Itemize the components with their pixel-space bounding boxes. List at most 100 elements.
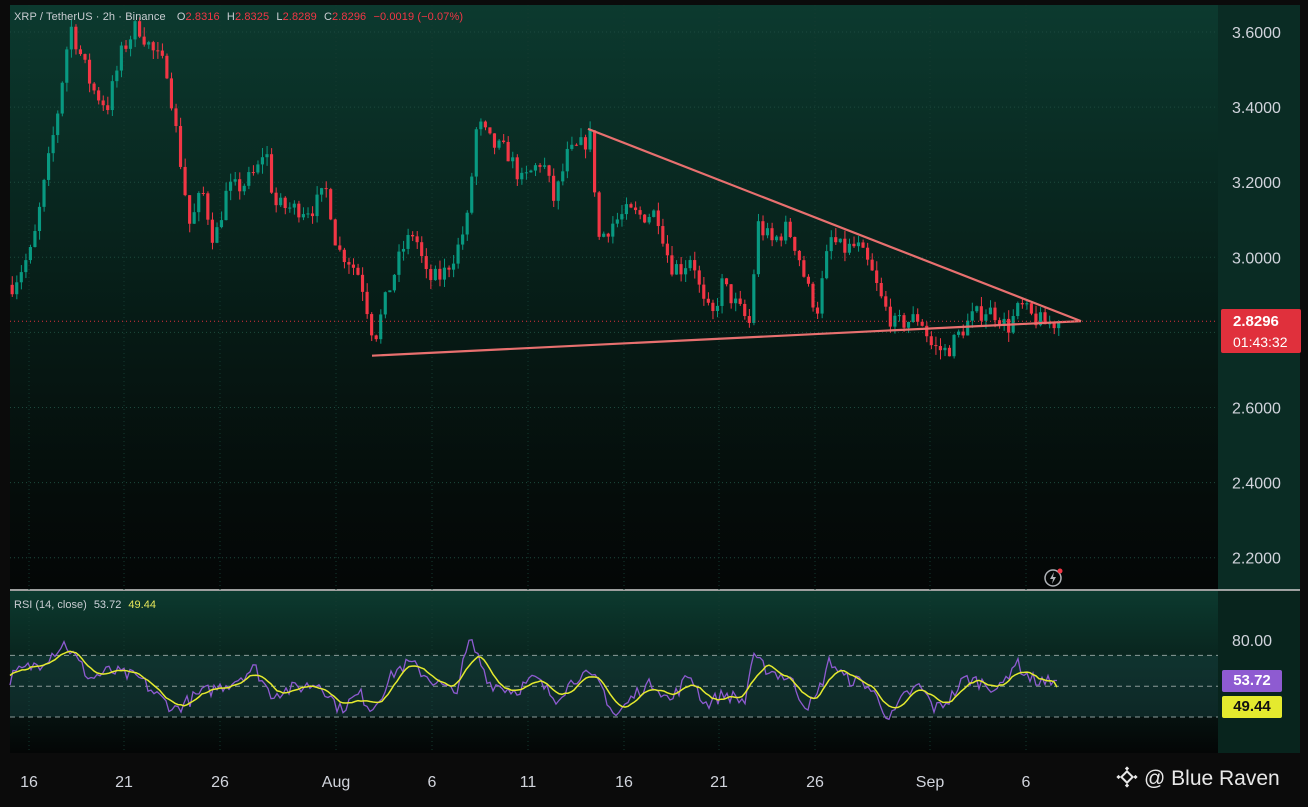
candle-body <box>547 165 551 176</box>
time-tick-label: 21 <box>710 774 728 791</box>
candle-body <box>178 126 183 167</box>
candle-body <box>993 307 997 321</box>
candle-body <box>506 141 510 162</box>
candle-body <box>265 154 269 158</box>
candle-body <box>706 298 710 303</box>
candle-body <box>201 192 205 194</box>
candle-body <box>588 130 592 150</box>
candle-body <box>411 234 415 237</box>
price-tick-label: 2.6000 <box>1232 401 1281 418</box>
symbol-title[interactable]: XRP / TetherUS · 2h · Binance <box>14 11 166 23</box>
candle-body <box>511 157 515 162</box>
candle-body <box>770 228 774 241</box>
last-price: 2.8296 <box>1233 313 1279 330</box>
candle-body <box>388 290 392 293</box>
candle-body <box>497 140 501 148</box>
time-tick-label: Aug <box>322 774 350 791</box>
candle-body <box>866 247 870 260</box>
candle-body <box>138 21 142 37</box>
candle-body <box>19 272 23 283</box>
candle-body <box>852 243 856 247</box>
candle-body <box>1020 303 1024 305</box>
candle-body <box>847 243 851 253</box>
candle-body <box>638 210 642 215</box>
candle-body <box>515 157 519 180</box>
candle-body <box>474 129 478 177</box>
candle-body <box>1002 318 1006 325</box>
candle-body <box>529 170 533 173</box>
candle-body <box>247 172 251 186</box>
candle-body <box>797 250 801 261</box>
candle-body <box>10 284 14 295</box>
rsi-pane-bg <box>10 591 1218 753</box>
candle-body <box>661 226 665 244</box>
candle-body <box>279 197 283 206</box>
candle-body <box>756 221 760 275</box>
candle-body <box>697 270 701 285</box>
candle-body <box>552 175 556 201</box>
candle-body <box>365 291 369 315</box>
candle-body <box>961 331 965 336</box>
candle-body <box>533 165 537 171</box>
price-tick-label: 3.0000 <box>1232 250 1281 267</box>
candle-body <box>925 325 929 337</box>
candle-body <box>215 227 219 243</box>
candle-body <box>101 100 105 106</box>
trendline[interactable] <box>587 127 1082 323</box>
candle-body <box>124 45 128 49</box>
candle-body <box>674 264 679 275</box>
close-value: 2.8296 <box>332 11 367 23</box>
candle-body <box>997 320 1002 325</box>
candle-body <box>583 137 588 150</box>
candle-body <box>60 82 64 114</box>
candle-body <box>151 42 155 51</box>
candle-body <box>383 292 387 315</box>
rsi-title[interactable]: RSI (14, close) <box>14 599 87 611</box>
candle-body <box>606 233 610 237</box>
trendlines <box>371 127 1082 357</box>
candle-body <box>1043 312 1047 325</box>
candle-body <box>884 296 888 307</box>
candle-body <box>315 194 319 217</box>
rsi-legend: RSI (14, close) 53.72 49.44 <box>14 599 156 611</box>
trendline[interactable] <box>371 320 1082 357</box>
candle-body <box>310 213 315 217</box>
candle-body <box>743 303 747 317</box>
candle-body <box>715 305 719 312</box>
candle-body <box>561 171 565 182</box>
candle-body <box>897 315 901 317</box>
candle-body <box>110 81 114 111</box>
candle-body <box>69 26 73 50</box>
candle-body <box>333 219 337 246</box>
candle-body <box>765 228 770 236</box>
candle-body <box>861 242 865 248</box>
candle-body <box>602 233 606 237</box>
candle-body <box>815 307 820 314</box>
open-value: 2.8316 <box>185 11 220 23</box>
candle-body <box>738 298 742 304</box>
candle-body <box>957 331 961 335</box>
candle-body <box>1016 303 1020 317</box>
candle-body <box>269 154 274 193</box>
time-tick-label: 21 <box>115 774 133 791</box>
candle-body <box>242 185 246 192</box>
candle-body <box>720 278 724 306</box>
last-price-badge: 2.8296 01:43:32 <box>1221 309 1301 353</box>
rsi-tick-label: 80.00 <box>1232 633 1272 650</box>
rsi-axis-ticks: 80.00 <box>1232 633 1272 650</box>
candle-body <box>251 172 255 174</box>
candle-body <box>679 264 683 275</box>
candle-body <box>451 263 456 270</box>
candle-body <box>538 165 542 167</box>
candle-body <box>456 244 460 264</box>
candle-body <box>752 274 756 323</box>
candle-body <box>633 207 638 211</box>
candle-body <box>843 238 847 253</box>
alert-bolt-icon[interactable] <box>1043 566 1065 588</box>
time-tick-label: 26 <box>211 774 229 791</box>
candle-body <box>288 207 292 209</box>
candle-body <box>611 223 615 237</box>
price-tick-label: 3.2000 <box>1232 175 1281 192</box>
candle-body <box>197 192 201 213</box>
